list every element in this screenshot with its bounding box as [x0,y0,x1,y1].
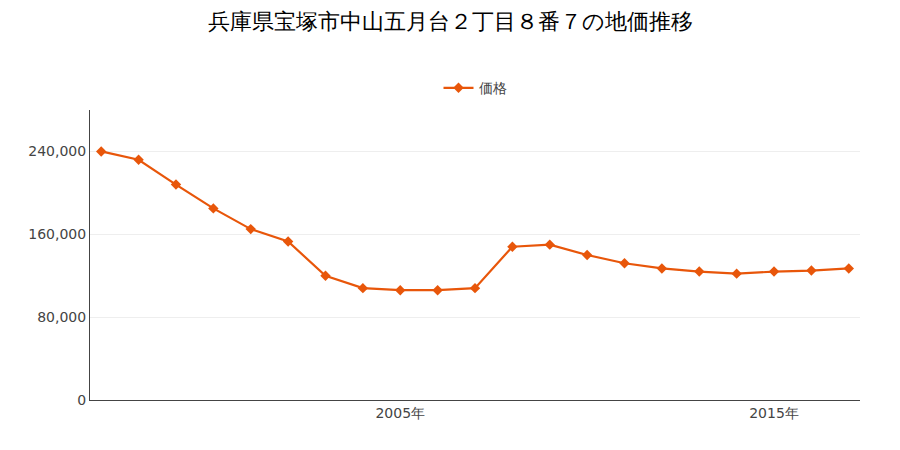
svg-text:80,000: 80,000 [37,309,86,325]
svg-text:兵庫県宝塚市中山五月台２丁目８番７の地価推移: 兵庫県宝塚市中山五月台２丁目８番７の地価推移 [208,9,693,34]
svg-text:0: 0 [77,392,86,408]
svg-text:2005年: 2005年 [375,405,425,421]
svg-text:2015年: 2015年 [749,405,799,421]
svg-text:価格: 価格 [479,80,507,96]
svg-text:240,000: 240,000 [28,143,86,159]
svg-text:160,000: 160,000 [28,226,86,242]
